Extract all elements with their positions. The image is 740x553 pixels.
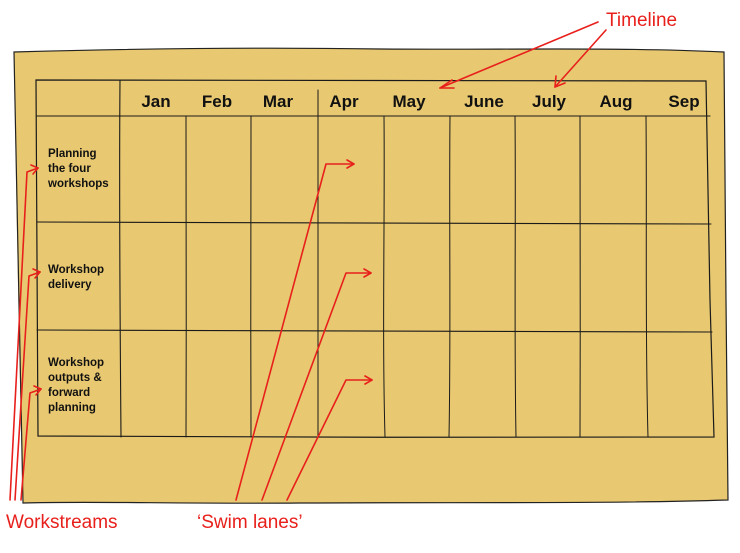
workstream-arrow-3	[20, 388, 42, 501]
month-divider	[579, 115, 581, 438]
lane-divider-2	[36, 329, 713, 333]
workstream-label-line: Planning	[48, 148, 97, 160]
month-label: Apr	[329, 92, 359, 111]
timeline-arrow-may	[439, 21, 599, 89]
month-divider	[317, 89, 319, 438]
month-label: June	[464, 92, 504, 111]
arrow-head	[32, 268, 41, 279]
timeline-arrow-july	[554, 29, 607, 88]
workstream-labels: Planning the four workshops Workshop del…	[47, 148, 109, 414]
workstream-label-line: outputs &	[48, 372, 102, 384]
lane-divider-1	[36, 221, 712, 225]
schedule-grid	[35, 78, 715, 439]
timeline-months: Jan Feb Mar Apr May June July Aug Sep	[141, 92, 699, 111]
month-divider	[448, 115, 451, 438]
month-label: Mar	[263, 92, 294, 111]
workstream-label-line: delivery	[48, 279, 92, 291]
month-divider	[645, 115, 649, 438]
month-label: May	[392, 92, 426, 111]
month-label: Sep	[668, 92, 699, 111]
month-divider	[514, 115, 517, 438]
month-divider	[185, 115, 187, 438]
workstream-arrow-1	[9, 167, 39, 501]
annotation-arrows	[9, 21, 607, 501]
month-divider	[383, 115, 386, 438]
arrow-head	[346, 159, 355, 169]
workstream-label-line: the four	[48, 163, 91, 175]
workstreams-annotation: Workstreams	[6, 512, 118, 533]
month-label: Jan	[141, 92, 170, 111]
arrow-head	[439, 79, 455, 89]
arrow-head	[364, 375, 373, 385]
arrow-head	[33, 385, 42, 396]
swimlane-arrow-1	[235, 163, 355, 501]
arrow-head	[363, 268, 372, 278]
swimlane-arrow-3	[286, 379, 373, 501]
arrow-head	[30, 164, 39, 175]
paper-sheet	[13, 47, 729, 504]
timeline-annotation: Timeline	[606, 10, 677, 31]
month-label: July	[532, 92, 567, 111]
month-divider	[250, 115, 252, 438]
workstream-label-line: forward	[48, 387, 90, 399]
workstream-label-line: workshops	[47, 178, 109, 190]
workstream-arrow-2	[14, 271, 41, 501]
swimlane-arrow-2	[261, 272, 372, 501]
workstream-label-line: Workshop	[48, 357, 104, 369]
swim-lanes-annotation: ‘Swim lanes’	[197, 512, 303, 533]
workstream-label-line: Workshop	[48, 264, 104, 276]
month-label: Aug	[599, 92, 632, 111]
workstream-label-line: planning	[48, 402, 96, 414]
month-label: Feb	[202, 92, 232, 111]
arrow-head	[554, 75, 566, 88]
label-column-divider	[119, 79, 122, 438]
